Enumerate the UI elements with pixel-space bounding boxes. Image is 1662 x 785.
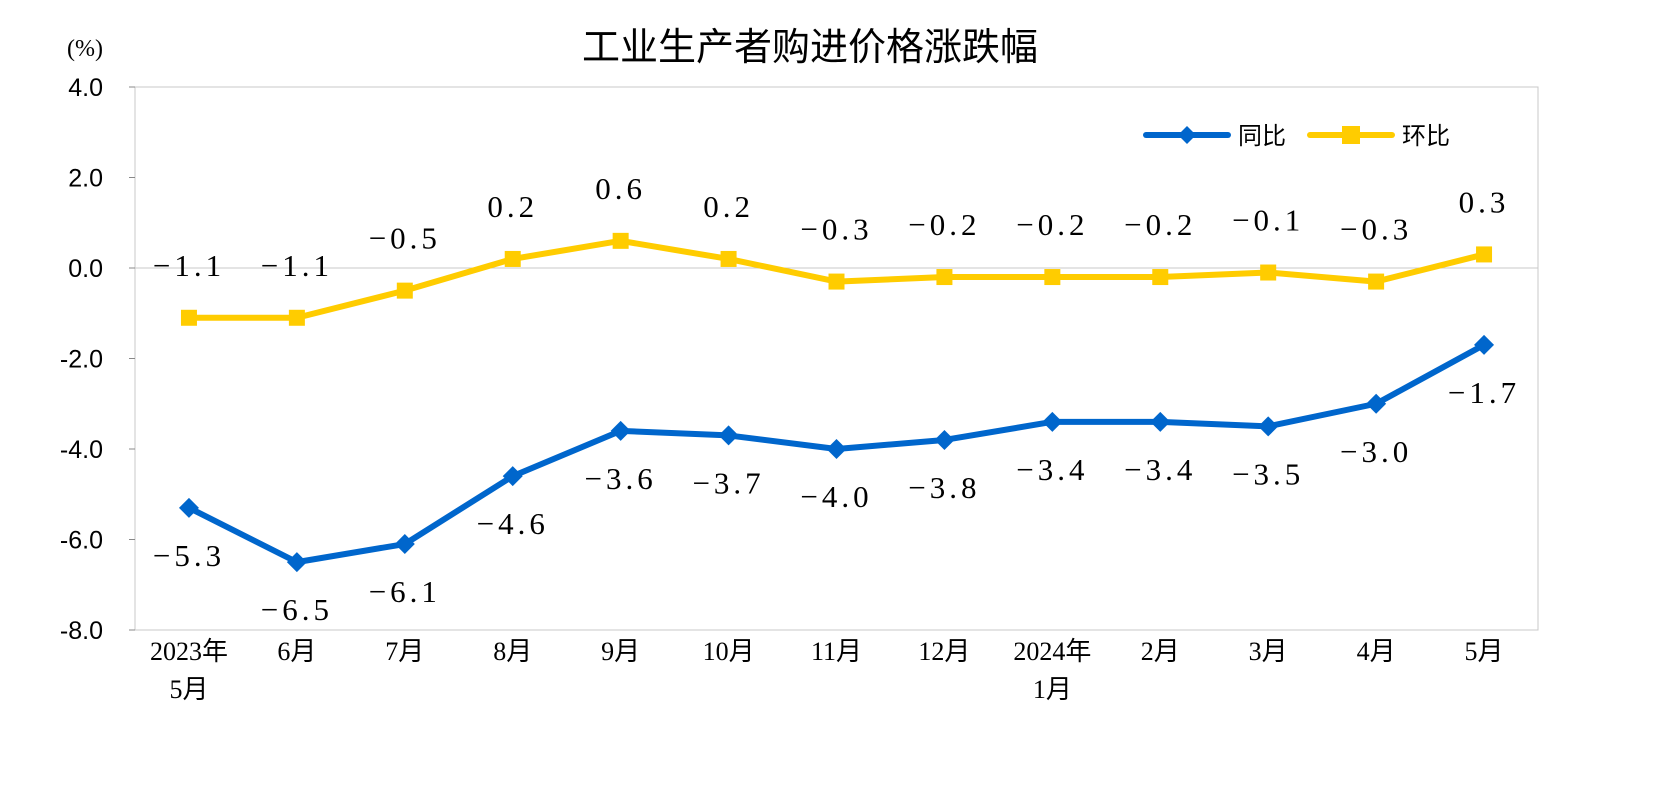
- y-tick-label: -8.0: [60, 617, 103, 645]
- data-point: [828, 273, 845, 290]
- legend-label: 同比: [1238, 122, 1286, 150]
- data-label: −3.7: [692, 465, 764, 500]
- data-point: [1474, 334, 1495, 355]
- legend: 同比 环比: [1143, 122, 1450, 150]
- legend-marker-square: [1342, 126, 1360, 144]
- data-point: [936, 269, 953, 286]
- x-tick-label: 7月: [385, 637, 424, 666]
- data-point: [1152, 269, 1169, 286]
- data-point: [1476, 246, 1493, 263]
- data-point: [718, 425, 739, 446]
- legend-label: 环比: [1402, 122, 1450, 150]
- data-point: [180, 309, 197, 326]
- data-point: [1042, 411, 1063, 432]
- data-point: [288, 309, 305, 326]
- data-point: [1258, 416, 1279, 437]
- data-label: −3.6: [585, 461, 657, 496]
- y-tick-label: -2.0: [60, 346, 103, 374]
- y-tick-label: 2.0: [68, 165, 103, 193]
- data-point: [1368, 273, 1385, 290]
- data-label: −0.2: [1016, 207, 1088, 242]
- data-label: −3.5: [1232, 456, 1304, 491]
- data-point: [720, 250, 737, 267]
- x-tick-label: 4月: [1357, 637, 1396, 666]
- x-tick-label: 6月: [277, 637, 316, 666]
- y-axis-unit: (%): [67, 36, 103, 62]
- data-point: [394, 534, 415, 555]
- data-label: −0.3: [800, 212, 872, 247]
- x-tick-label: 2024年: [1013, 637, 1091, 666]
- series-mom: −1.1 −1.1 −0.5 0.2 0.6 0.2 −0.3 −0.2 −0.2 −0.2 −0.…: [153, 171, 1510, 326]
- data-point: [612, 232, 629, 249]
- x-tick-label: 9月: [601, 637, 640, 666]
- data-label: −0.1: [1232, 203, 1304, 238]
- data-label: −3.4: [1124, 452, 1196, 487]
- data-label: −6.1: [369, 574, 441, 609]
- data-label: −6.5: [261, 592, 333, 627]
- data-label: −5.3: [153, 538, 225, 573]
- data-point: [286, 552, 307, 573]
- x-tick-label: 5月: [169, 675, 208, 704]
- data-label: 0.6: [595, 171, 646, 206]
- plot-area: [134, 86, 1539, 631]
- data-label: −0.2: [908, 207, 980, 242]
- data-label: −1.1: [261, 248, 333, 283]
- data-point: [1260, 264, 1277, 281]
- data-label: −4.0: [800, 479, 872, 514]
- series-yoy: −5.3 −6.5 −6.1 −4.6 −3.6 −3.7 −4.0 −3.8 −3.4 −3.4…: [153, 334, 1520, 627]
- data-label: −3.4: [1016, 452, 1088, 487]
- data-label: −4.6: [477, 506, 549, 541]
- data-label: −0.3: [1340, 212, 1412, 247]
- data-point: [1150, 411, 1171, 432]
- x-tick-label: 11月: [811, 637, 862, 666]
- y-tick-label: -4.0: [60, 436, 103, 464]
- data-label: −0.2: [1124, 207, 1196, 242]
- data-label: −3.8: [908, 470, 980, 505]
- data-point: [178, 497, 199, 518]
- y-tick-label: 4.0: [68, 74, 103, 102]
- data-label: −1.7: [1448, 375, 1520, 410]
- data-label: 0.2: [487, 189, 538, 224]
- chart-title: 工业生产者购进价格涨跌幅: [582, 25, 1038, 69]
- data-point: [934, 429, 955, 450]
- data-label: −1.1: [153, 248, 225, 283]
- data-point: [1044, 269, 1061, 286]
- x-tick-label: 3月: [1249, 637, 1288, 666]
- x-tick-label: 1月: [1033, 675, 1072, 704]
- data-label: 0.2: [703, 189, 754, 224]
- data-point: [396, 282, 413, 299]
- x-tick-label: 5月: [1465, 637, 1504, 666]
- y-tick-label: 0.0: [68, 255, 103, 283]
- y-tick-label: -6.0: [60, 527, 103, 555]
- data-label: −0.5: [369, 221, 441, 256]
- data-point: [1366, 393, 1387, 414]
- data-point: [502, 466, 523, 487]
- x-tick-label: 2月: [1141, 637, 1180, 666]
- x-tick-label: 2023年: [150, 637, 228, 666]
- x-tick-label: 12月: [918, 637, 970, 666]
- data-label: −3.0: [1340, 434, 1412, 469]
- data-point: [504, 250, 521, 267]
- data-point: [826, 439, 847, 459]
- legend-marker-diamond: [1178, 126, 1196, 144]
- x-tick-label: 8月: [493, 637, 532, 666]
- data-label: 0.3: [1459, 184, 1510, 219]
- data-point: [610, 420, 631, 441]
- x-tick-label: 10月: [703, 637, 755, 666]
